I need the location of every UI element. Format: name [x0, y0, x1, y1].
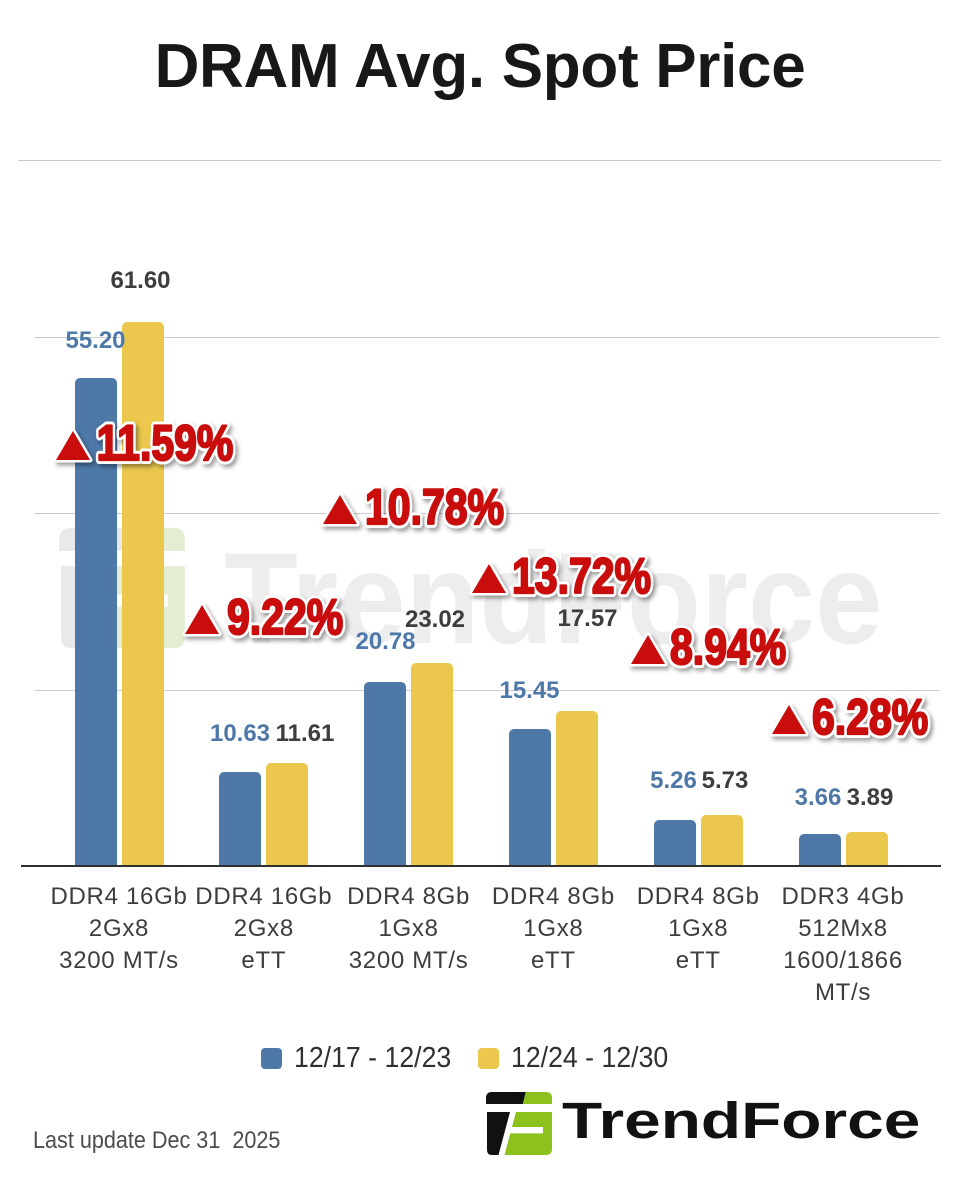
- svg-text:11.59%: 11.59%: [97, 415, 234, 471]
- svg-text:6.28%: 6.28%: [812, 689, 928, 745]
- svg-text:9.22%: 9.22%: [227, 589, 343, 645]
- svg-text:6.28%: 6.28%: [812, 689, 928, 745]
- svg-text:8.94%: 8.94%: [670, 619, 786, 675]
- svg-text:10.78%: 10.78%: [365, 479, 504, 535]
- svg-text:11.59%: 11.59%: [97, 415, 234, 471]
- svg-text:8.94%: 8.94%: [670, 619, 786, 675]
- svg-text:13.72%: 13.72%: [512, 548, 651, 604]
- svg-text:13.72%: 13.72%: [512, 548, 651, 604]
- svg-text:10.78%: 10.78%: [365, 479, 504, 535]
- svg-text:9.22%: 9.22%: [227, 589, 343, 645]
